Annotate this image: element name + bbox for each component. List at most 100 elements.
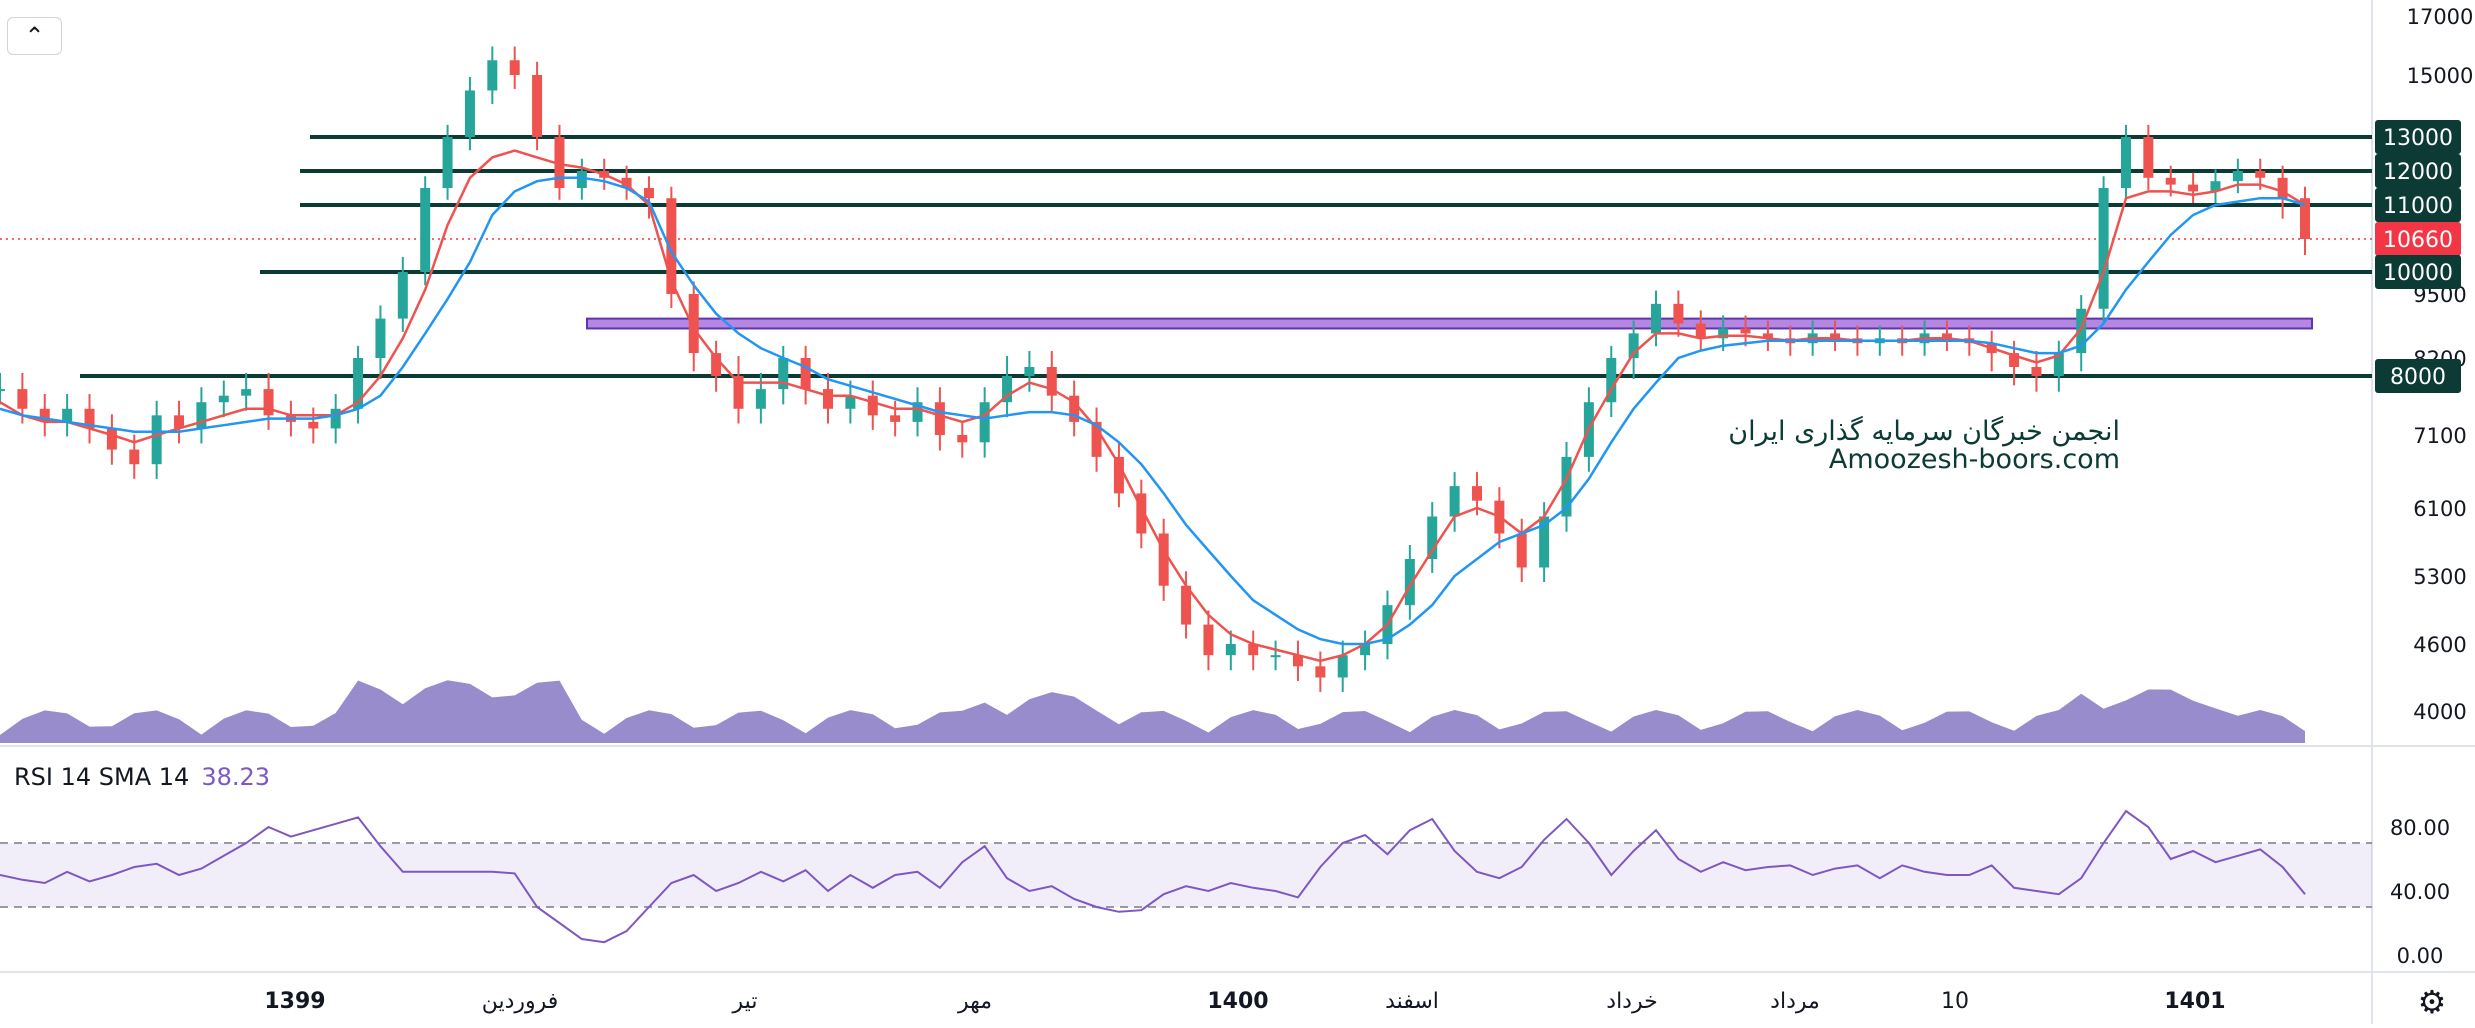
candle-body xyxy=(241,389,252,396)
candle-body xyxy=(1830,333,1841,339)
watermark-line1: انجمن خبرگان سرمایه گذاری ایران xyxy=(1728,416,2120,447)
candle-body xyxy=(2165,177,2176,185)
candle-body xyxy=(1158,533,1169,586)
time-axis-label: خرداد xyxy=(1606,989,1657,1014)
time-axis-label: 1399 xyxy=(264,989,325,1014)
rsi-tick-label: 0.00 xyxy=(2397,944,2444,968)
time-axis-label: مهر xyxy=(957,989,992,1014)
candle-body xyxy=(1471,486,1482,501)
candle-body xyxy=(576,171,587,188)
watermark: انجمن خبرگان سرمایه گذاری ایران Amoozesh… xyxy=(1720,418,2120,474)
rsi-legend-name: RSI 14 SMA 14 xyxy=(14,763,190,791)
level-label: 11000 xyxy=(2383,194,2453,219)
candle-body xyxy=(308,421,319,429)
candle-body xyxy=(420,188,431,272)
level-label: 8000 xyxy=(2390,365,2446,390)
candle-body xyxy=(778,358,789,390)
price-tick-label: 4600 xyxy=(2413,633,2466,657)
candle-body xyxy=(1136,493,1147,534)
candle-body xyxy=(823,389,834,409)
rsi-legend-value: 38.23 xyxy=(201,763,271,791)
candle-body xyxy=(84,408,95,429)
rsi-band xyxy=(0,843,2372,907)
rsi-tick-label: 80.00 xyxy=(2390,816,2450,840)
candle-body xyxy=(2255,171,2266,178)
candle-body xyxy=(532,75,543,137)
candle-body xyxy=(1292,655,1303,667)
level-label-bg xyxy=(2375,359,2461,393)
candle-body xyxy=(2232,171,2243,182)
watermark-line2: Amoozesh-boors.com xyxy=(1828,444,2120,475)
chevron-up-icon: ⌃ xyxy=(24,22,45,50)
candle-body xyxy=(1046,367,1057,396)
candle-body xyxy=(1762,333,1773,339)
candle-body xyxy=(733,376,744,409)
candle-body xyxy=(666,198,677,294)
candle-body xyxy=(0,389,5,392)
candle-body xyxy=(218,395,229,403)
price-tick-label: 7100 xyxy=(2413,424,2466,448)
candle-body xyxy=(1091,421,1102,457)
candle-body xyxy=(2076,308,2087,354)
candle-body xyxy=(643,188,654,199)
ema-slow-line xyxy=(0,176,2306,646)
candle-body xyxy=(464,90,475,137)
time-axis-label: اسفند xyxy=(1385,989,1439,1014)
time-axis-label: 1400 xyxy=(1207,989,1268,1014)
candle-body xyxy=(1360,644,1371,656)
candle-body xyxy=(1606,358,1617,403)
gear-icon[interactable]: ⚙ xyxy=(2417,983,2447,1021)
level-label: 10660 xyxy=(2383,228,2453,253)
price-tick-label: 5300 xyxy=(2413,565,2466,589)
candle-body xyxy=(1695,323,1706,339)
candle-body xyxy=(1337,655,1348,678)
candle-body xyxy=(711,353,722,376)
collapse-button[interactable]: ⌃ xyxy=(7,17,62,55)
candle-body xyxy=(174,415,185,429)
candle-body xyxy=(397,272,408,319)
candle-body xyxy=(1718,328,1729,339)
rsi-legend[interactable]: RSI 14 SMA 14 38.23 xyxy=(14,763,270,791)
candle-body xyxy=(1628,333,1639,358)
volume-area xyxy=(0,680,2305,743)
time-axis-label: 1401 xyxy=(2164,989,2225,1014)
candle-body xyxy=(1449,486,1460,517)
candle-body xyxy=(2009,353,2020,367)
level-label: 12000 xyxy=(2383,160,2453,185)
candle-body xyxy=(1203,624,1214,656)
candle-body xyxy=(263,389,274,416)
candle-body xyxy=(554,137,565,188)
candle-body xyxy=(106,428,117,450)
candle-body xyxy=(62,408,73,422)
price-tick-label: 15000 xyxy=(2407,64,2474,88)
ema-fast-line xyxy=(0,149,2306,663)
candle-body xyxy=(755,389,766,409)
candle-body xyxy=(688,294,699,354)
time-axis-label: تیر xyxy=(732,989,758,1014)
candle-body xyxy=(487,60,498,91)
candle-body xyxy=(1427,516,1438,559)
candle-body xyxy=(1740,328,1751,334)
candle-body xyxy=(912,402,923,422)
candle-body xyxy=(353,358,364,409)
candle-body xyxy=(1516,533,1527,568)
candle-body xyxy=(151,415,162,465)
candle-body xyxy=(1941,333,1952,339)
candle-body xyxy=(2188,184,2199,192)
candle-body xyxy=(2210,181,2221,192)
candle-body xyxy=(1315,666,1326,678)
candle-body xyxy=(1270,655,1281,658)
candle-body xyxy=(196,402,207,429)
candle-body xyxy=(2120,137,2131,188)
candle-body xyxy=(2143,137,2154,178)
price-tick-label: 6100 xyxy=(2413,497,2466,521)
candle-body xyxy=(129,449,140,465)
rsi-tick-label: 40.00 xyxy=(2390,880,2450,904)
candle-body xyxy=(1225,644,1236,656)
candle-body xyxy=(2098,188,2109,309)
level-label: 10000 xyxy=(2383,261,2453,286)
price-tick-label: 17000 xyxy=(2407,5,2474,29)
candle-body xyxy=(1539,516,1550,568)
candle-body xyxy=(1002,376,1013,403)
